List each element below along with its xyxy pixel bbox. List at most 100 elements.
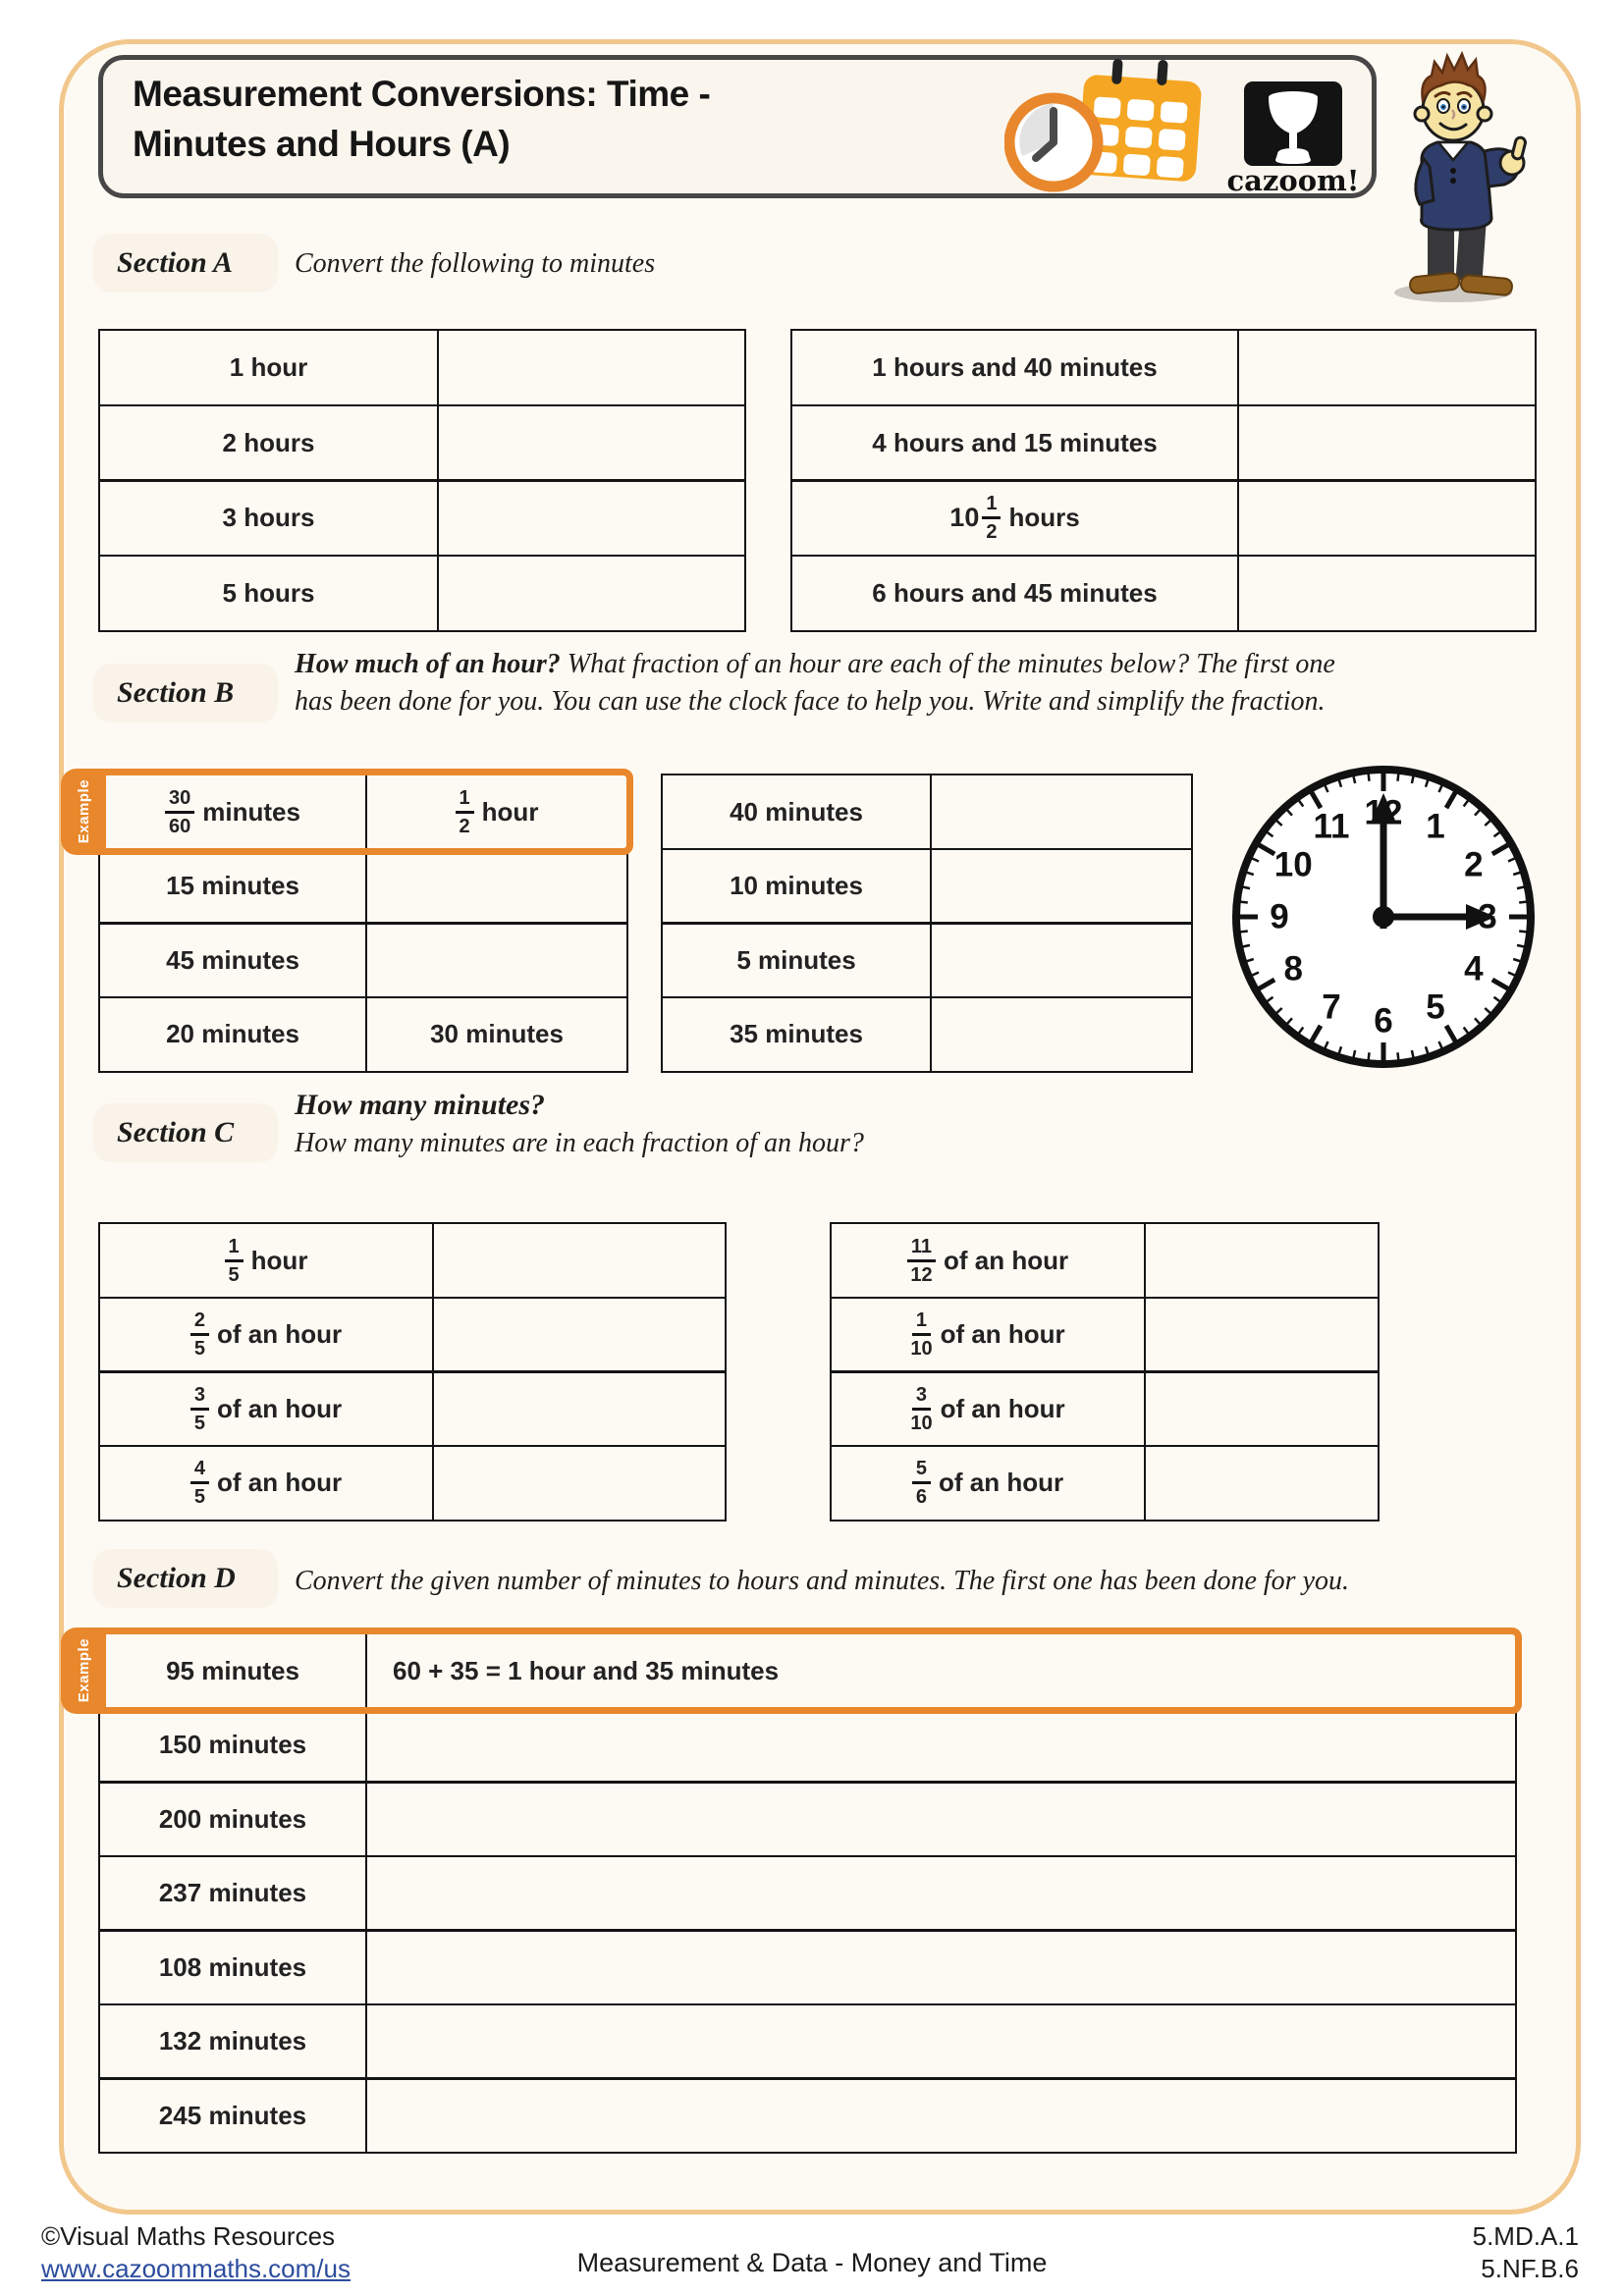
section-c-table-right: 11 12 of an hour 1 10 of an hour 3 10 of an hour… — [830, 1222, 1380, 1522]
website-link[interactable]: www.cazoommaths.com/us — [41, 2254, 351, 2284]
question-cell: 20 minutes — [100, 997, 367, 1071]
table-row: 3 5 of an hour — [98, 1370, 727, 1447]
clock-number: 2 — [1464, 846, 1483, 884]
answer-cell[interactable] — [367, 850, 626, 923]
clock-number: 8 — [1283, 950, 1302, 988]
answer-cell[interactable] — [932, 850, 1191, 923]
example-tab: Example — [61, 769, 106, 855]
answer-cell[interactable] — [439, 331, 744, 404]
section-b-instruction-bold: How much of an hour? — [295, 649, 561, 679]
table-row: 10 1 2 hours — [790, 479, 1537, 557]
table-row: 3 hours — [98, 479, 746, 557]
table-row: 5 minutes — [661, 922, 1193, 998]
question-cell: 2 hours — [100, 405, 439, 480]
answer-cell[interactable] — [439, 481, 744, 555]
copyright-text: ©Visual Maths Resources — [41, 2221, 336, 2251]
cazoom-logo: cazoom! — [1226, 81, 1360, 197]
answer-cell[interactable] — [439, 557, 744, 630]
table-row: 10 minutes — [661, 847, 1193, 925]
question-cell: 3 5 of an hour — [100, 1372, 434, 1445]
question-cell: 1 hour — [100, 331, 439, 404]
answer-cell[interactable] — [434, 1299, 725, 1371]
section-b-instruction-line2: has been done for you. You can use the c… — [295, 685, 1326, 717]
question-cell: 95 minutes — [100, 1634, 367, 1707]
section-c-label-text: Section C — [117, 1116, 235, 1148]
table-row: 132 minutes — [98, 2002, 1517, 2080]
answer-cell[interactable] — [439, 406, 744, 480]
section-d-table: Example 95 minutes 60 + 35 = 1 hour and 35… — [61, 1628, 1522, 2154]
example-row: Example 95 minutes 60 + 35 = 1 hour and 35… — [61, 1628, 1522, 1714]
answer-cell[interactable] — [1146, 1372, 1378, 1445]
question-cell: 4 hours and 15 minutes — [792, 405, 1239, 480]
question-cell: 2 5 of an hour — [100, 1298, 434, 1371]
table-row: 5 hours — [98, 554, 746, 632]
answer-cell[interactable] — [367, 1857, 1515, 1930]
section-d-instruction: Convert the given number of minutes to h… — [295, 1566, 1349, 1596]
answer-cell[interactable] — [1239, 557, 1535, 630]
table-row: 45 minutes — [98, 922, 628, 998]
question-cell: 237 minutes — [100, 1856, 367, 1930]
answer-cell[interactable] — [1239, 481, 1535, 555]
answer-cell[interactable]: 30 minutes — [430, 1019, 564, 1048]
clock-number: 4 — [1464, 950, 1484, 988]
question-cell: 5 6 of an hour — [832, 1446, 1146, 1520]
table-row: 15 minutes — [98, 847, 628, 925]
answer-cell[interactable]: 60 + 35 = 1 hour and 35 minutes — [393, 1655, 780, 1685]
answer-cell[interactable] — [367, 1783, 1515, 1855]
question-cell: 3 10 of an hour — [832, 1372, 1146, 1445]
hour-hand — [1466, 904, 1495, 930]
table-row: 20 minutes 30 minutes — [98, 995, 628, 1073]
question-cell: 30 60 minutes — [100, 775, 367, 848]
question-cell: 5 hours — [100, 556, 439, 630]
answer-cell[interactable] — [367, 1931, 1515, 2003]
table-row: 150 minutes — [98, 1706, 1517, 1784]
table-row: 11 12 of an hour — [830, 1222, 1380, 1299]
answer-cell[interactable] — [434, 1224, 725, 1297]
answer-cell[interactable] — [1146, 1224, 1378, 1297]
table-row: 108 minutes — [98, 1929, 1517, 2005]
question-cell: 11 12 of an hour — [832, 1224, 1146, 1297]
clock-calendar-icon — [1004, 58, 1202, 192]
section-b-instruction: How much of an hour? What fraction of an… — [295, 646, 1561, 720]
section-a-instruction: Convert the following to minutes — [295, 248, 656, 279]
question-cell: 40 minutes — [663, 775, 932, 848]
answer-cell[interactable] — [434, 1447, 725, 1520]
table-row: 200 minutes — [98, 1781, 1517, 1857]
answer-cell[interactable] — [932, 775, 1191, 848]
answer-cell[interactable] — [1146, 1447, 1378, 1520]
question-cell: 150 minutes — [100, 1708, 367, 1782]
table-row: 1 hour — [98, 329, 746, 406]
answer-cell[interactable] — [367, 924, 626, 996]
answer-cell[interactable] — [367, 1709, 1515, 1782]
question-cell: 4 5 of an hour — [100, 1446, 434, 1520]
question-cell: 200 minutes — [100, 1783, 367, 1855]
question-cell: 1 hours and 40 minutes — [792, 331, 1239, 404]
clock-number: 6 — [1374, 1002, 1392, 1041]
question-cell: 5 minutes — [663, 924, 932, 996]
table-row: 245 minutes — [98, 2077, 1517, 2154]
table-row: 2 5 of an hour — [98, 1296, 727, 1373]
example-row: Example 30 60 minutes 1 2 hour — [61, 769, 633, 855]
section-c-instruction-line: How many minutes are in each fraction of… — [295, 1128, 864, 1159]
question-cell: 245 minutes — [100, 2079, 367, 2152]
question-cell: 45 minutes — [100, 924, 367, 996]
worksheet-header: Measurement Conversions: Time - Minutes … — [98, 55, 1377, 198]
answer-cell[interactable] — [367, 2005, 1515, 2078]
answer-cell[interactable] — [367, 2079, 1515, 2152]
answer-cell[interactable] — [1239, 406, 1535, 480]
answer-cell[interactable] — [932, 924, 1191, 996]
section-a-label-text: Section A — [117, 246, 234, 279]
section-b-instruction-line1: How much of an hour? What fraction of an… — [295, 646, 1561, 683]
standard-code-1: 5.MD.A.1 — [1472, 2221, 1579, 2251]
answer-cell[interactable] — [932, 998, 1191, 1071]
question-cell: 35 minutes — [663, 997, 932, 1071]
answer-cell[interactable]: 1 2 hour — [367, 775, 626, 848]
question-cell: 10 1 2 hours — [792, 481, 1239, 555]
answer-cell[interactable] — [1146, 1299, 1378, 1371]
answer-cell[interactable] — [434, 1372, 725, 1445]
section-c-table-left: 1 5 hour 2 5 of an hour 3 5 of an hour 4 5 of an ho… — [98, 1222, 727, 1522]
title-line-1: Measurement Conversions: Time - — [133, 74, 711, 114]
table-row: 6 hours and 45 minutes — [790, 554, 1537, 632]
answer-cell[interactable] — [1239, 331, 1535, 404]
table-row: 3 10 of an hour — [830, 1370, 1380, 1447]
